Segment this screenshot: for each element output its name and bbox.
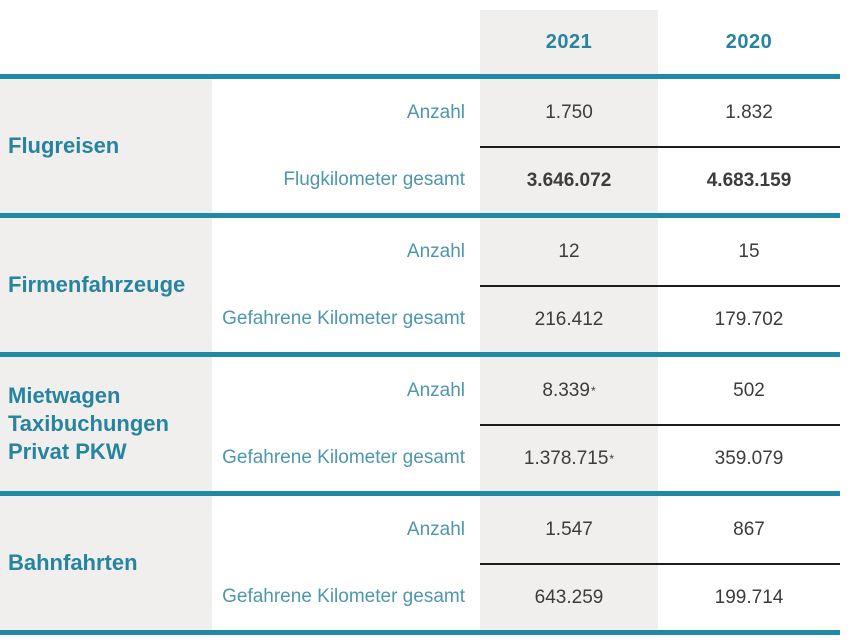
section-divider-bar [0,352,840,357]
section-divider-bar [0,213,840,218]
table-bottom-bar [0,630,840,635]
value-2020: 502 [733,379,765,401]
row-label: Gefahrene Kilometer gesamt [222,585,465,607]
travel-statistics-table: 2021 2020 Flugreisen Anzahl 1.750 1.832 … [0,0,840,635]
section-bahnfahrten: Bahnfahrten Anzahl 1.547 867 Gefahrene K… [0,496,840,630]
row-label: Anzahl [406,101,465,123]
value-2020: 199.714 [658,563,840,630]
row-label: Anzahl [406,379,465,401]
row-label: Gefahrene Kilometer gesamt [222,446,465,468]
section-firmenfahrzeuge: Firmenfahrzeuge Anzahl 12 15 Gefahrene K… [0,218,840,352]
column-header-2020: 2020 [725,30,773,53]
value-2020: 4.683.159 [658,146,840,213]
value-text: 8.339 [542,379,590,401]
section-title: Firmenfahrzeuge [0,218,212,352]
value-2021: 216.412 [480,285,658,352]
value-2020: 867 [733,518,765,540]
section-divider-bar [0,491,840,496]
value-2021: 1.378.715 * [480,424,658,491]
value-2021: 643.259 [480,563,658,630]
value-2021: 8.339 * [480,357,658,424]
section-title: Mietwagen Taxibuchungen Privat PKW [0,357,212,491]
row-label: Flugkilometer gesamt [283,168,465,190]
value-2021: 3.646.072 [480,146,658,213]
value-2020: 179.702 [658,285,840,352]
value-2021: 12 [480,218,658,285]
section-flugreisen: Flugreisen Anzahl 1.750 1.832 Flugkilome… [0,79,840,213]
row-label: Anzahl [406,240,465,262]
section-mietwagen: Mietwagen Taxibuchungen Privat PKW Anzah… [0,357,840,491]
table-header-row: 2021 2020 [0,0,840,74]
section-title: Flugreisen [0,79,212,213]
row-label: Anzahl [406,518,465,540]
value-text: 1.378.715 [523,447,609,469]
column-header-2021: 2021 [480,10,658,74]
value-2021: 1.547 [480,496,658,563]
section-title: Bahnfahrten [0,496,212,630]
value-2020: 1.832 [725,101,773,123]
row-label: Gefahrene Kilometer gesamt [222,307,465,329]
value-2020: 359.079 [658,424,840,491]
value-2020: 15 [738,240,760,262]
section-divider-bar [0,74,840,79]
value-2021: 1.750 [480,79,658,146]
